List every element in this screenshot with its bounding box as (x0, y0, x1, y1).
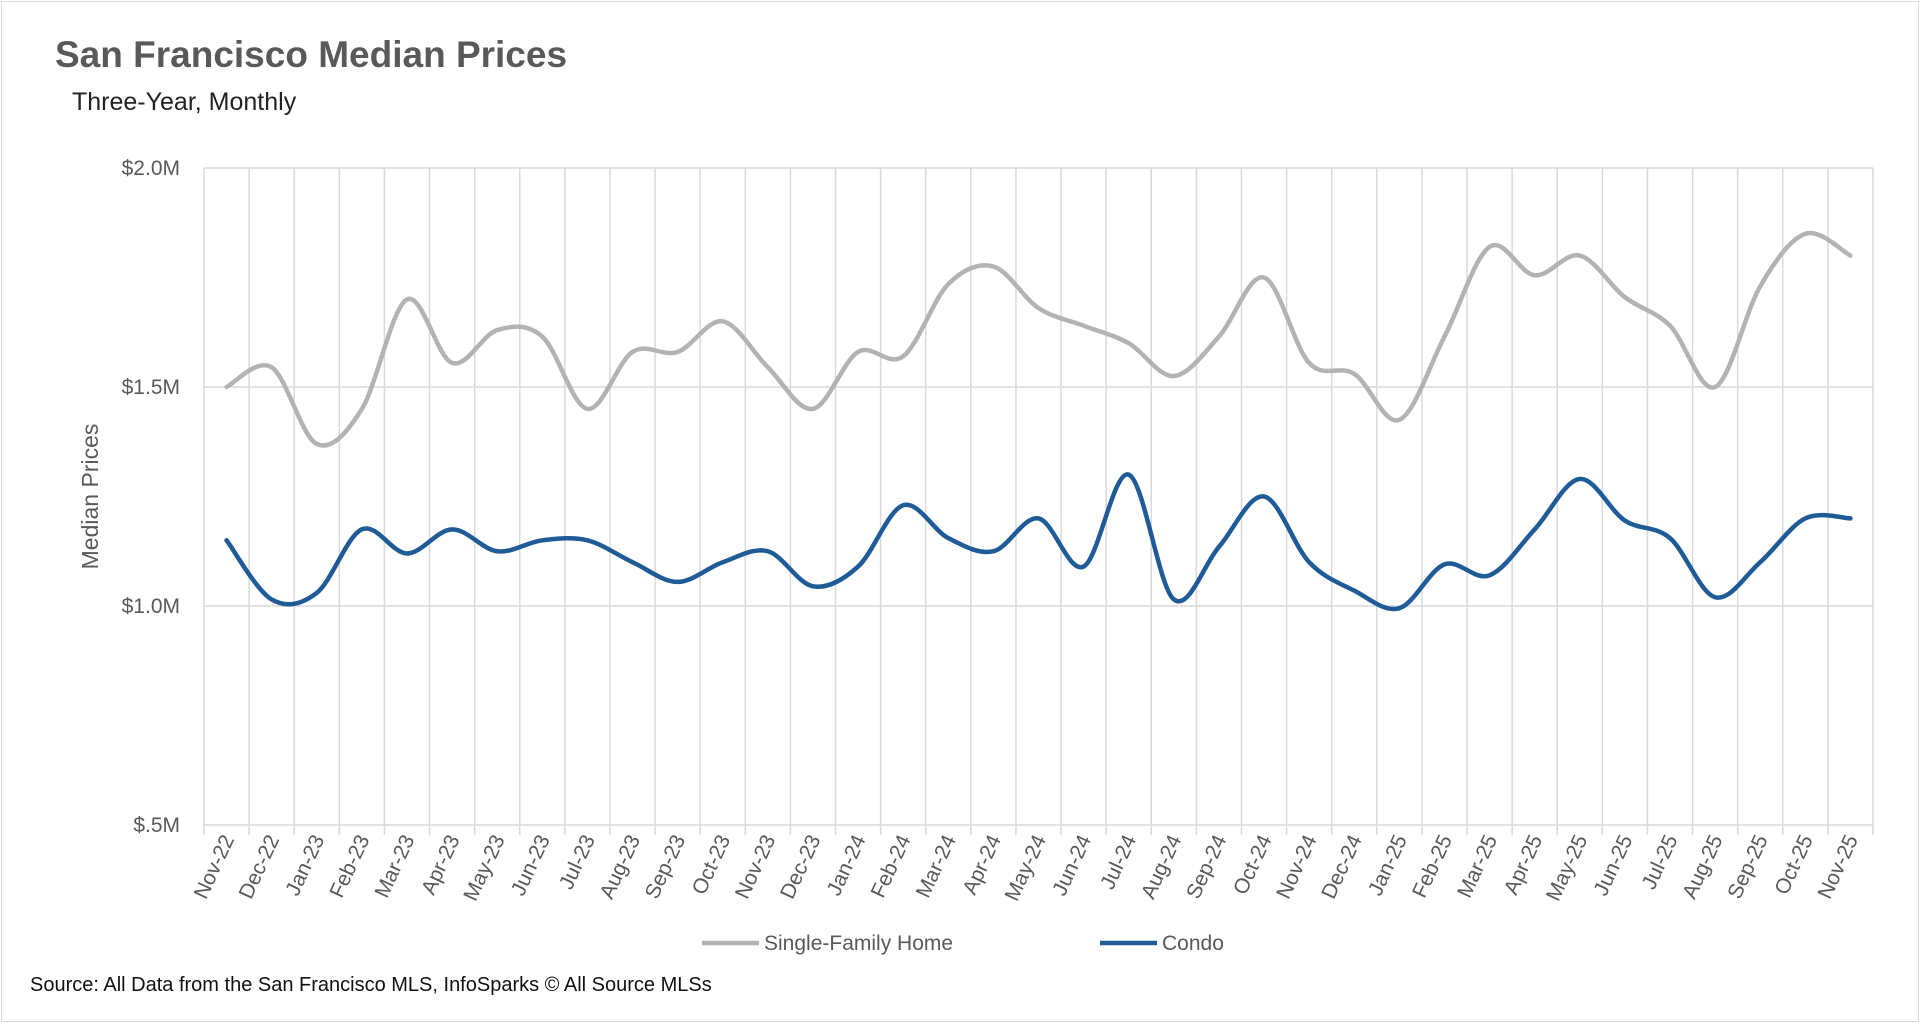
x-tick-label: Nov-22 (190, 831, 239, 902)
x-tick-label: Dec-23 (776, 831, 825, 902)
x-tick-label: Jun-23 (507, 831, 555, 899)
legend-label: Condo (1162, 932, 1224, 955)
x-tick-label: Aug-24 (1137, 831, 1187, 902)
x-tick-label: Mar-25 (1453, 831, 1502, 901)
x-tick-label: Aug-25 (1678, 831, 1727, 902)
x-tick-label: Nov-25 (1814, 831, 1863, 902)
y-axis-label: Median Prices (77, 424, 103, 570)
x-tick-label: Jul-25 (1638, 831, 1683, 893)
legend-label: Single-Family Home (764, 932, 953, 955)
x-tick-label: Sep-25 (1723, 831, 1772, 902)
x-tick-label: Sep-24 (1182, 831, 1232, 902)
x-tick-label: Apr-25 (1500, 831, 1547, 898)
x-tick-label: Oct-23 (688, 831, 735, 898)
x-tick-label: Nov-23 (731, 831, 780, 902)
x-tick-label: Feb-25 (1408, 831, 1457, 901)
x-tick-label: Jun-24 (1048, 831, 1096, 899)
x-tick-label: Oct-24 (1229, 831, 1277, 898)
x-tick-label: Apr-24 (958, 831, 1006, 898)
x-tick-label: Jul-24 (1096, 831, 1141, 893)
series-line-single-family-home (224, 230, 1853, 448)
chart-title: San Francisco Median Prices (55, 34, 568, 75)
chart-subtitle: Three-Year, Monthly (72, 88, 297, 116)
x-tick-label: May-23 (459, 831, 509, 904)
x-tick-label: Apr-23 (417, 831, 464, 898)
x-tick-label: Dec-24 (1317, 831, 1367, 902)
x-tick-label: Sep-23 (641, 831, 690, 902)
x-tick-label: May-24 (1001, 831, 1052, 904)
x-tick-label: Feb-24 (867, 831, 916, 901)
x-tick-label: Jan-23 (281, 831, 329, 899)
y-tick-label: $.5M (133, 814, 180, 837)
x-tick-label: Feb-23 (325, 831, 374, 901)
x-tick-label: Jan-24 (823, 831, 871, 899)
x-tick-label: Dec-22 (235, 831, 284, 902)
x-tick-label: Jul-23 (555, 831, 600, 893)
x-tick-label: May-25 (1542, 831, 1592, 904)
y-tick-label: $2.0M (122, 157, 180, 180)
source-note: Source: All Data from the San Francisco … (30, 974, 712, 996)
x-tick-label: Mar-24 (912, 831, 961, 901)
x-tick-label: Jun-25 (1589, 831, 1637, 899)
x-tick-label: Oct-25 (1770, 831, 1817, 898)
x-tick-label: Mar-23 (371, 831, 420, 901)
x-tick-label: Jan-25 (1364, 831, 1412, 899)
series-line-condo (224, 472, 1853, 612)
x-tick-label: Aug-23 (596, 831, 645, 902)
y-tick-label: $1.0M (122, 595, 180, 618)
x-tick-label: Nov-24 (1272, 831, 1322, 902)
y-tick-label: $1.5M (122, 376, 180, 399)
